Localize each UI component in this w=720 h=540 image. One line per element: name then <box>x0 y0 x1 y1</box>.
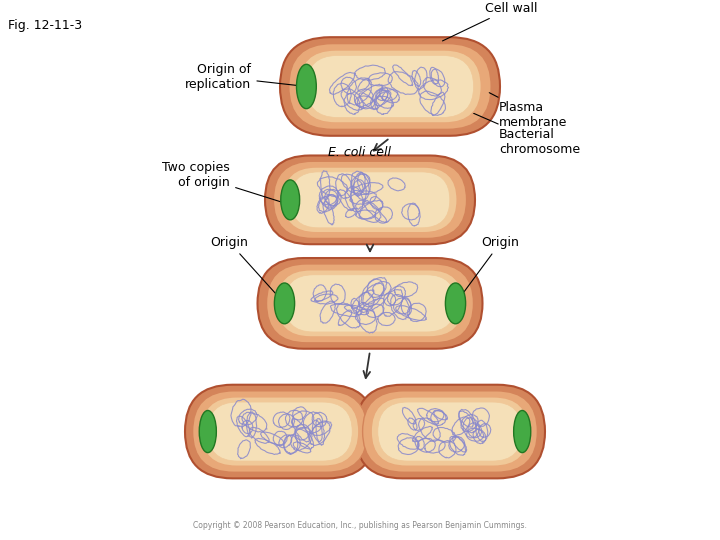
FancyBboxPatch shape <box>266 264 474 343</box>
FancyBboxPatch shape <box>363 391 537 472</box>
Text: Origin: Origin <box>210 236 283 301</box>
FancyBboxPatch shape <box>355 384 545 478</box>
Ellipse shape <box>274 283 294 324</box>
Text: Cell wall: Cell wall <box>443 2 538 41</box>
Ellipse shape <box>513 410 531 453</box>
Ellipse shape <box>297 64 316 109</box>
Text: E. coli cell: E. coli cell <box>328 146 392 159</box>
FancyBboxPatch shape <box>274 161 467 239</box>
FancyBboxPatch shape <box>283 167 457 233</box>
FancyBboxPatch shape <box>371 397 529 466</box>
Text: Origin of
replication: Origin of replication <box>185 63 304 91</box>
Text: Copyright © 2008 Pearson Education, Inc., publishing as Pearson Benjamin Cumming: Copyright © 2008 Pearson Education, Inc.… <box>193 521 527 530</box>
Ellipse shape <box>281 180 300 220</box>
Ellipse shape <box>199 410 216 453</box>
FancyBboxPatch shape <box>284 275 456 332</box>
FancyBboxPatch shape <box>265 156 475 244</box>
FancyBboxPatch shape <box>258 258 482 349</box>
FancyBboxPatch shape <box>289 44 491 130</box>
Text: Bacterial
chromosome: Bacterial chromosome <box>433 96 580 156</box>
FancyBboxPatch shape <box>280 37 500 136</box>
FancyBboxPatch shape <box>193 391 367 472</box>
FancyBboxPatch shape <box>201 397 359 466</box>
FancyBboxPatch shape <box>290 172 450 228</box>
FancyBboxPatch shape <box>299 50 481 123</box>
FancyBboxPatch shape <box>307 56 474 118</box>
Text: Origin: Origin <box>457 236 519 301</box>
Ellipse shape <box>446 283 466 324</box>
Text: Fig. 12-11-3: Fig. 12-11-3 <box>8 19 82 32</box>
FancyBboxPatch shape <box>276 270 464 337</box>
Text: Two copies
of origin: Two copies of origin <box>163 161 287 204</box>
FancyBboxPatch shape <box>378 402 522 461</box>
FancyBboxPatch shape <box>185 384 375 478</box>
Text: Plasma
membrane: Plasma membrane <box>490 93 567 129</box>
FancyBboxPatch shape <box>208 402 352 461</box>
